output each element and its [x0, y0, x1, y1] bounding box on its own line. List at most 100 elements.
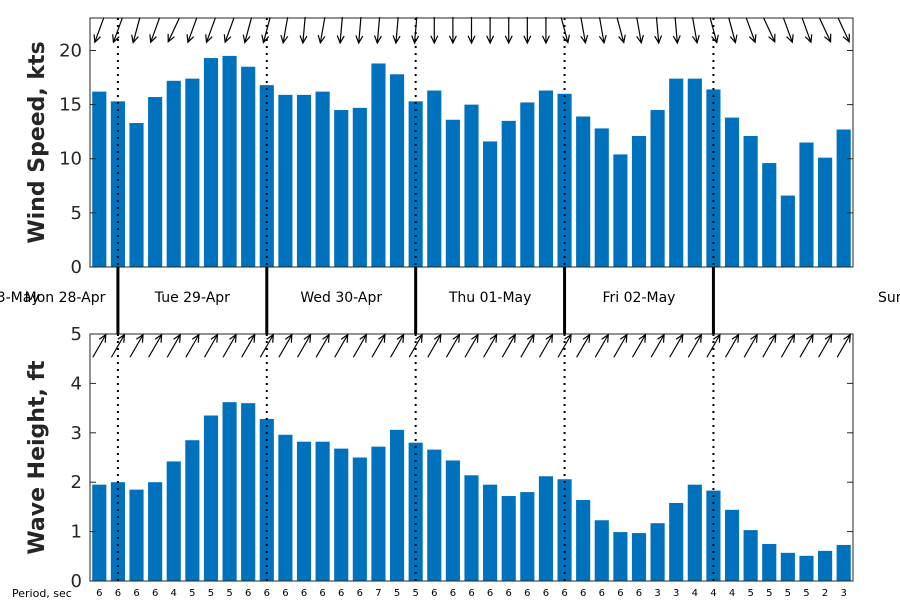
- day-label: Tue 29-Apr: [154, 290, 230, 306]
- y-tick-label: 0: [71, 257, 82, 278]
- period-value: 2: [822, 588, 828, 599]
- period-value: 3: [654, 588, 660, 599]
- direction-arrow: [131, 17, 141, 44]
- direction-arrow: [557, 333, 572, 358]
- period-value: 6: [450, 588, 456, 599]
- direction-arrow: [762, 333, 777, 358]
- bar: [724, 509, 740, 581]
- bar: [762, 543, 777, 581]
- direction-arrow: [464, 333, 479, 358]
- period-value: 5: [747, 588, 753, 599]
- bar: [278, 434, 293, 581]
- direction-arrow: [594, 333, 609, 358]
- period-value: 6: [636, 588, 642, 599]
- direction-arrow: [687, 333, 703, 358]
- bar: [222, 402, 237, 581]
- direction-arrow: [598, 17, 607, 45]
- bar: [613, 532, 628, 581]
- period-value: 6: [96, 588, 102, 599]
- direction-arrow: [222, 333, 237, 358]
- direction-arrow: [299, 16, 308, 45]
- direction-arrow: [261, 17, 271, 44]
- bar: [650, 523, 665, 581]
- direction-arrow: [672, 16, 681, 45]
- bar: [818, 157, 833, 267]
- direction-arrow: [110, 333, 126, 358]
- bar: [259, 418, 274, 581]
- bar: [483, 484, 498, 581]
- bar: [669, 78, 684, 267]
- bar: [334, 448, 349, 581]
- bar: [780, 552, 795, 581]
- bar: [296, 94, 312, 268]
- bar: [427, 449, 442, 581]
- axes-box: [89, 333, 854, 582]
- direction-arrow: [148, 333, 163, 358]
- period-value: 4: [729, 588, 735, 599]
- period-row: Period, sec 6 6 6 6 4 5 5 5 6 6 6 6 6 6 6 7 5 5 6 6 6 6 6 6 6 6 6 6 6…: [12, 587, 847, 600]
- direction-arrow: [112, 17, 123, 44]
- direction-arrow: [837, 17, 850, 44]
- direction-arrow: [166, 333, 181, 358]
- bar: [743, 530, 758, 581]
- bar: [818, 550, 833, 581]
- bar: [687, 78, 702, 267]
- bar: [427, 90, 442, 267]
- bar: [762, 163, 777, 267]
- y-axis-label: Wind Speed, kts: [25, 41, 50, 243]
- direction-arrow: [392, 16, 401, 45]
- direction-arrow: [650, 333, 665, 358]
- direction-arrow: [280, 17, 289, 45]
- bar: [278, 94, 293, 268]
- period-value: 6: [319, 588, 325, 599]
- bar: [334, 110, 349, 268]
- direction-arrow: [92, 333, 107, 358]
- bar: [166, 461, 181, 581]
- day-label: Thu 01-May: [448, 290, 532, 306]
- direction-arrow: [782, 17, 794, 44]
- bar: [464, 475, 479, 581]
- bar: [389, 429, 405, 581]
- bar: [445, 460, 460, 581]
- period-value: 5: [226, 588, 232, 599]
- bar: [687, 484, 702, 581]
- bar: [836, 544, 851, 581]
- y-axis-label: Wave Height, ft: [25, 360, 50, 555]
- bar: [613, 154, 628, 267]
- period-value: 6: [152, 588, 158, 599]
- bar: [576, 499, 591, 581]
- direction-arrow: [317, 17, 326, 45]
- bar: [296, 441, 312, 581]
- period-value: 5: [208, 588, 214, 599]
- direction-arrow: [259, 333, 274, 358]
- y-tick-label: 2: [71, 472, 82, 493]
- direction-arrow: [448, 17, 457, 45]
- y-tick-label: 20: [59, 40, 82, 61]
- day-label: Sat 03-May: [0, 290, 40, 306]
- bar: [185, 78, 200, 267]
- bar: [241, 403, 256, 581]
- bar: [445, 119, 460, 268]
- direction-arrow: [411, 16, 420, 45]
- direction-arrow: [336, 16, 345, 45]
- bar: [501, 120, 516, 267]
- direction-arrow: [706, 333, 721, 358]
- direction-arrow: [654, 16, 663, 45]
- direction-arrow: [538, 333, 554, 358]
- period-value: 6: [245, 588, 251, 599]
- direction-arrow: [185, 333, 200, 358]
- period-value: 3: [841, 588, 847, 599]
- direction-arrow: [580, 17, 589, 45]
- bar: [315, 441, 330, 581]
- direction-arrow: [541, 17, 550, 45]
- direction-arrow: [743, 333, 758, 358]
- bar: [631, 533, 647, 581]
- period-value: 6: [338, 588, 344, 599]
- direction-arrow: [763, 17, 776, 44]
- direction-arrow: [836, 333, 851, 358]
- day-label: Fri 02-May: [603, 290, 676, 306]
- period-value: 6: [617, 588, 623, 599]
- bar: [520, 102, 535, 267]
